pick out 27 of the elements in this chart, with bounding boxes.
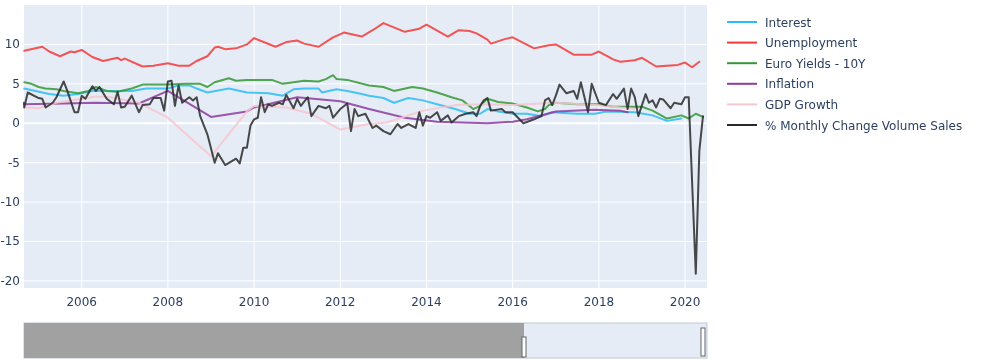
y-tick-label: 0 xyxy=(12,116,20,131)
y-tick-label: -10 xyxy=(0,195,20,210)
y-tick-label: 10 xyxy=(4,37,20,52)
line-series xyxy=(23,95,636,158)
x-tick-label: 2018 xyxy=(583,295,615,309)
y-tick-label: -15 xyxy=(0,234,20,249)
line-series xyxy=(23,74,704,120)
x-tick-label: 2006 xyxy=(66,295,97,309)
legend-label: Inflation xyxy=(765,77,815,92)
y-tick-label: 5 xyxy=(12,76,20,91)
line-series xyxy=(23,89,629,125)
line-series xyxy=(23,84,683,122)
x-tick-label: 2014 xyxy=(411,295,442,309)
legend-label: % Monthly Change Volume Sales xyxy=(765,118,963,133)
x-tick-label: 2010 xyxy=(238,295,270,309)
legend-label: Euro Yields - 10Y xyxy=(765,56,867,71)
legend-label: GDP Growth xyxy=(765,97,839,112)
legend-label: Unemployment xyxy=(765,36,858,51)
y-tick-label: -20 xyxy=(0,273,20,288)
x-tick-label: 2020 xyxy=(669,295,701,309)
x-tick-label: 2016 xyxy=(497,295,528,309)
x-tick-label: 2012 xyxy=(324,295,356,309)
y-tick-label: -5 xyxy=(8,155,20,170)
legend-label: Interest xyxy=(765,15,812,30)
x-tick-label: 2008 xyxy=(152,295,184,309)
line-series xyxy=(23,79,704,275)
line-series xyxy=(23,22,701,69)
